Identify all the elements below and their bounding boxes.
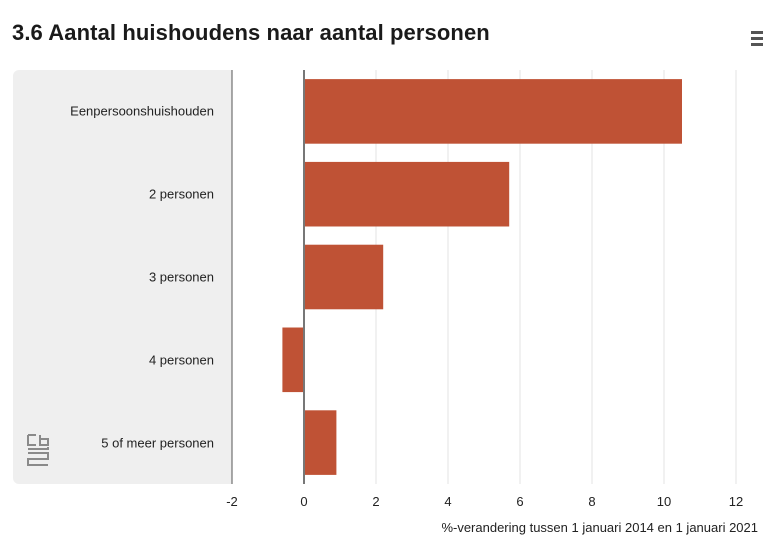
- category-label: 3 personen: [148, 269, 214, 285]
- x-tick-label: 12: [728, 494, 744, 509]
- x-tick-label: 8: [588, 494, 596, 509]
- menu-line: [751, 31, 763, 34]
- x-tick-label: 4: [444, 494, 452, 509]
- x-tick-label: 6: [516, 494, 524, 509]
- cbs-logo-icon: [27, 434, 49, 466]
- bar-3[interactable]: [282, 327, 304, 393]
- hamburger-menu-icon[interactable]: [751, 31, 763, 47]
- x-axis-title: %-verandering tussen 1 januari 2014 en 1…: [441, 520, 758, 535]
- bars: [282, 79, 682, 475]
- category-label: 2 personen: [148, 186, 214, 202]
- category-label: 4 personen: [148, 352, 214, 368]
- bar-4[interactable]: [304, 410, 337, 475]
- category-label: 5 of meer personen: [101, 435, 214, 451]
- x-tick-label: 10: [656, 494, 672, 509]
- chart-title: 3.6 Aantal huishoudens naar aantal perso…: [12, 20, 490, 45]
- x-tick-label: 0: [300, 494, 308, 509]
- menu-line: [751, 43, 763, 46]
- bar-0[interactable]: [304, 79, 682, 144]
- category-label: Eenpersoonshuishouden: [70, 103, 214, 119]
- x-tick-label: -2: [226, 494, 238, 509]
- menu-line: [751, 37, 763, 40]
- x-tick-label: 2: [372, 494, 380, 509]
- category-label-panel: [13, 70, 232, 484]
- bar-2[interactable]: [304, 244, 384, 310]
- bar-1[interactable]: [304, 161, 510, 227]
